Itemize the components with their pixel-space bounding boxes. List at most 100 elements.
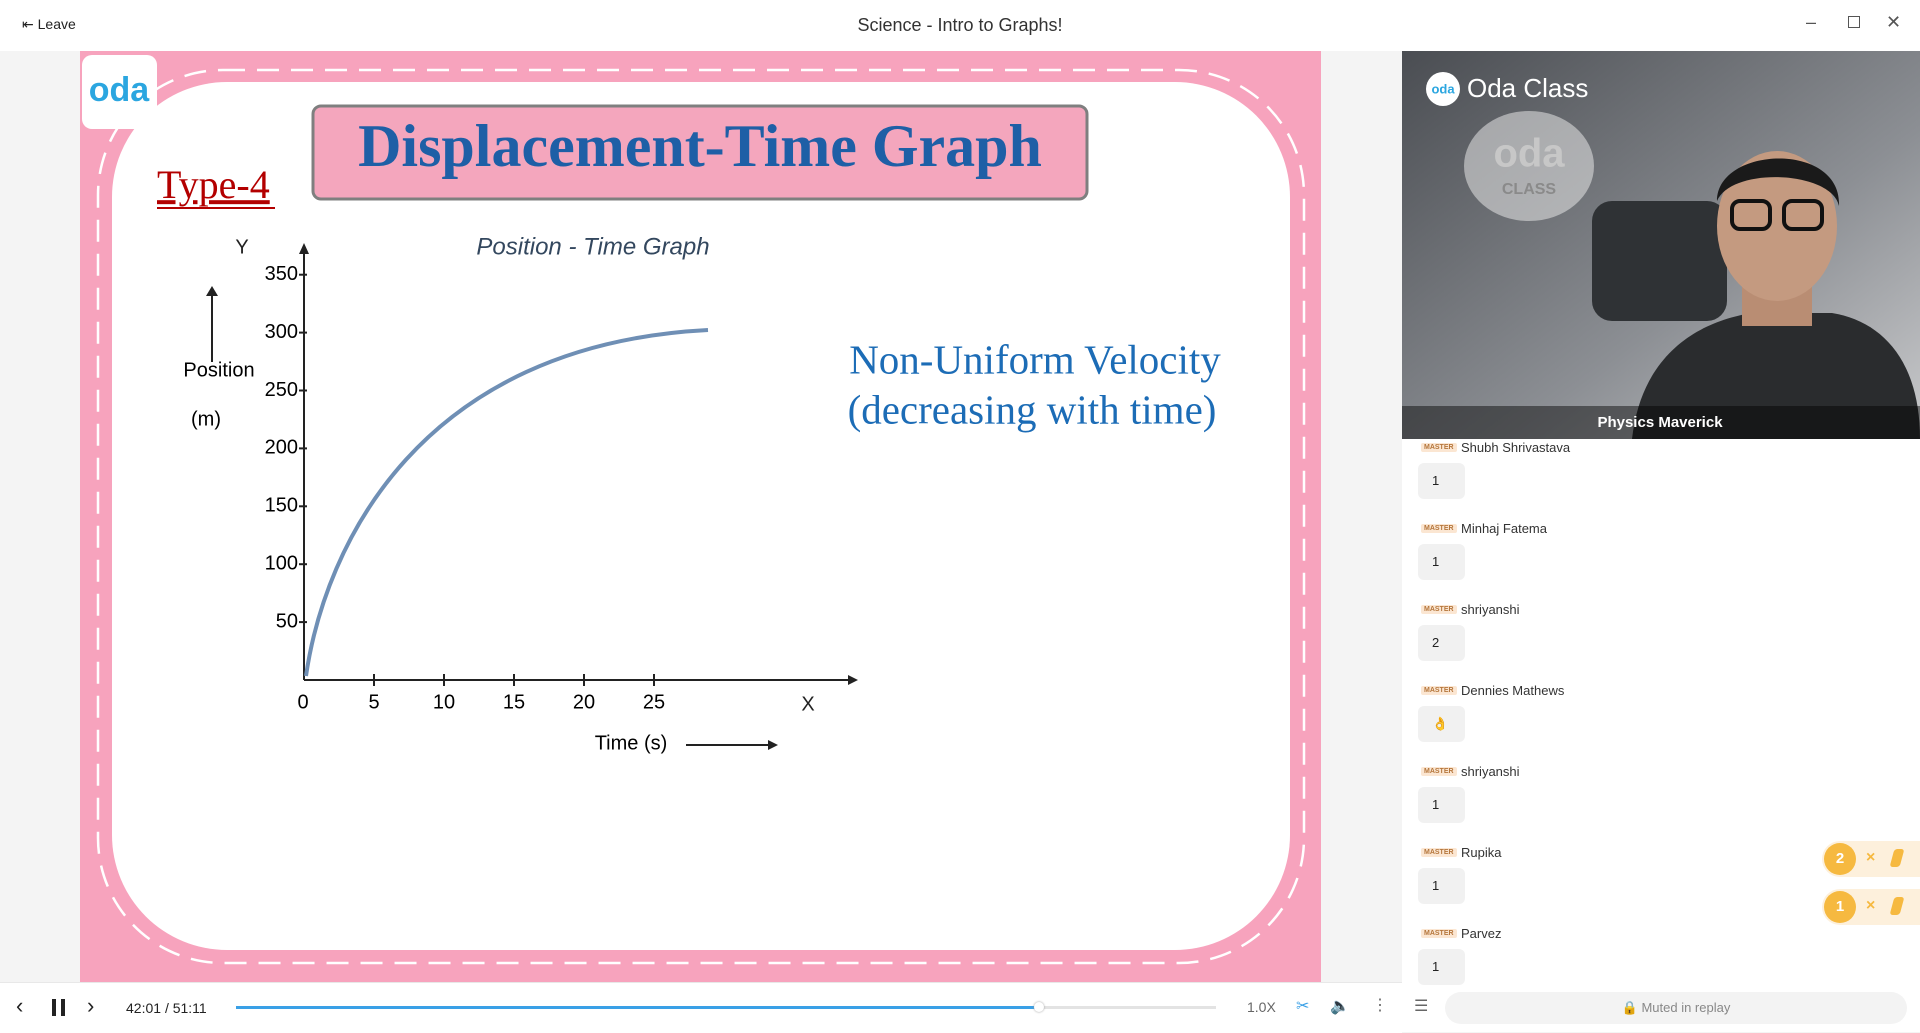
chat-message: MASTER Minhaj Fatema 1	[1418, 519, 1898, 597]
x-tick-label: 20	[573, 691, 595, 713]
sender-name: Parvez	[1461, 926, 1502, 941]
master-badge: MASTER	[1421, 524, 1457, 533]
y-axis-letter: Y	[235, 236, 248, 258]
glasses	[1782, 199, 1824, 231]
chat-message: MASTER Rupika 1	[1418, 843, 1898, 921]
wall-logo	[1464, 111, 1594, 221]
presenter-head	[1717, 151, 1837, 301]
leave-button[interactable]: ⇤ Leave	[22, 16, 76, 32]
message-bubble: 1	[1418, 463, 1465, 499]
next-button[interactable]: ›	[87, 993, 95, 1018]
side-panel: MASTER Shubh Shrivastava 1 MASTER Minhaj Fat…	[1402, 51, 1920, 1032]
x-tick-label: 5	[368, 691, 379, 713]
speed-button[interactable]: 1.0X	[1247, 999, 1276, 1015]
y-tick-label: 350	[265, 263, 298, 285]
x-tick-label: 10	[433, 691, 455, 713]
x-tick-label: 25	[643, 691, 665, 713]
slide: oda Displacement-Time Graph Type-4 Posit…	[80, 51, 1321, 982]
note-line: Non-Uniform Velocity	[849, 336, 1221, 382]
sender-name: Shubh Shrivastava	[1461, 440, 1571, 455]
y-tick-label: 100	[265, 552, 298, 574]
chat-input: 🔒 Muted in replay	[1445, 992, 1907, 1024]
reaction-count: 1	[1824, 891, 1856, 923]
master-badge: MASTER	[1421, 443, 1457, 452]
y-tick-label: 250	[265, 379, 298, 401]
position-curve	[304, 328, 709, 677]
chat-message: MASTER shriyanshi 1	[1418, 762, 1898, 840]
master-badge: MASTER	[1421, 686, 1457, 695]
graph-title: Position - Time Graph	[476, 233, 709, 260]
y-tick-label: 300	[265, 321, 298, 343]
y-unit: (m)	[191, 408, 221, 430]
close-button[interactable]: ✕	[1886, 12, 1902, 32]
y-tick-label: 50	[276, 610, 298, 632]
x-axis-letter: X	[801, 693, 814, 715]
maximize-button[interactable]	[1848, 16, 1860, 28]
total-time: / 51:11	[164, 1000, 207, 1016]
master-badge: MASTER	[1421, 767, 1457, 776]
sender-name: shriyanshi	[1461, 764, 1520, 779]
message-bubble: 1	[1418, 949, 1465, 985]
progress-fill	[236, 1006, 1040, 1009]
chat-message: MASTER Shubh Shrivastava 1	[1418, 438, 1898, 516]
current-time: 42:01	[126, 1000, 162, 1016]
master-badge: MASTER	[1421, 848, 1457, 857]
reaction-count: 2	[1824, 843, 1856, 875]
pause-button[interactable]	[52, 999, 56, 1016]
x-label-arrowhead	[768, 740, 778, 750]
y-tick-label: 200	[265, 437, 298, 459]
x-tick-label: 0	[297, 691, 308, 713]
wall-logo-sub: CLASS	[1502, 181, 1557, 198]
progress-knob[interactable]	[1034, 1002, 1044, 1012]
presenter-hair	[1717, 158, 1840, 206]
x-axis-arrowhead	[848, 675, 858, 685]
sender-name: shriyanshi	[1461, 602, 1520, 617]
type-label: Type-4	[157, 162, 270, 207]
clip-button[interactable]: ✂	[1296, 998, 1310, 1015]
message-bubble: 👌	[1418, 706, 1465, 742]
reaction-times: ×	[1866, 849, 1876, 866]
leave-label: Leave	[37, 16, 76, 32]
reaction: 2 ×	[1822, 841, 1920, 877]
logo-box	[82, 55, 157, 129]
master-badge: MASTER	[1421, 605, 1457, 614]
time-display: 42:01 / 51:11	[126, 1000, 207, 1016]
presenter-body	[1632, 313, 1920, 439]
presenter-label-bg	[1402, 406, 1920, 439]
glasses	[1730, 199, 1772, 231]
x-tick-label: 15	[503, 691, 525, 713]
dashed-border	[96, 68, 1306, 965]
muted-label: Muted in replay	[1641, 1000, 1731, 1015]
note-line: (decreasing with time)	[848, 386, 1217, 432]
brand-icon	[1426, 72, 1460, 106]
more-button[interactable]: ⋮	[1372, 997, 1388, 1014]
reaction: 1 ×	[1822, 889, 1920, 925]
sender-name: Dennies Mathews	[1461, 683, 1565, 698]
volume-button[interactable]: 🔈	[1330, 998, 1350, 1015]
y-axis-arrowhead	[299, 243, 309, 254]
chat-message: MASTER Parvez 1	[1418, 924, 1898, 1002]
previous-button[interactable]: ‹	[16, 993, 24, 1018]
title-box	[311, 104, 1089, 201]
message-bubble: 1	[1418, 544, 1465, 580]
brand-icon-text: oda	[1431, 81, 1455, 96]
minimize-button[interactable]: –	[1806, 12, 1817, 32]
master-badge: MASTER	[1421, 929, 1457, 938]
video-feed: oda CLASS oda Oda Class Physics Maverick	[1402, 51, 1920, 439]
player-bar: ‹ › 42:01 / 51:11 1.0X ✂ 🔈 ⋮	[0, 982, 1402, 1033]
chat-message: MASTER shriyanshi 2	[1418, 600, 1898, 678]
chat-settings-icon[interactable]: ☰	[1414, 998, 1429, 1015]
progress-track[interactable]	[236, 1002, 1216, 1012]
y-tick-label: 150	[265, 495, 298, 517]
x-label: Time (s)	[595, 732, 668, 754]
chat-list: MASTER Shubh Shrivastava 1 MASTER Minhaj Fat…	[1402, 51, 1920, 985]
sender-name: Minhaj Fatema	[1461, 521, 1547, 536]
title-bar: ⇤ Leave Science - Intro to Graphs! – ✕	[0, 0, 1920, 51]
slide-title: Displacement-Time Graph	[358, 113, 1042, 179]
slide-panel	[112, 82, 1290, 950]
reaction-icon	[1889, 849, 1905, 867]
wall-logo-text: oda	[1493, 132, 1565, 176]
message-bubble: 1	[1418, 868, 1465, 904]
